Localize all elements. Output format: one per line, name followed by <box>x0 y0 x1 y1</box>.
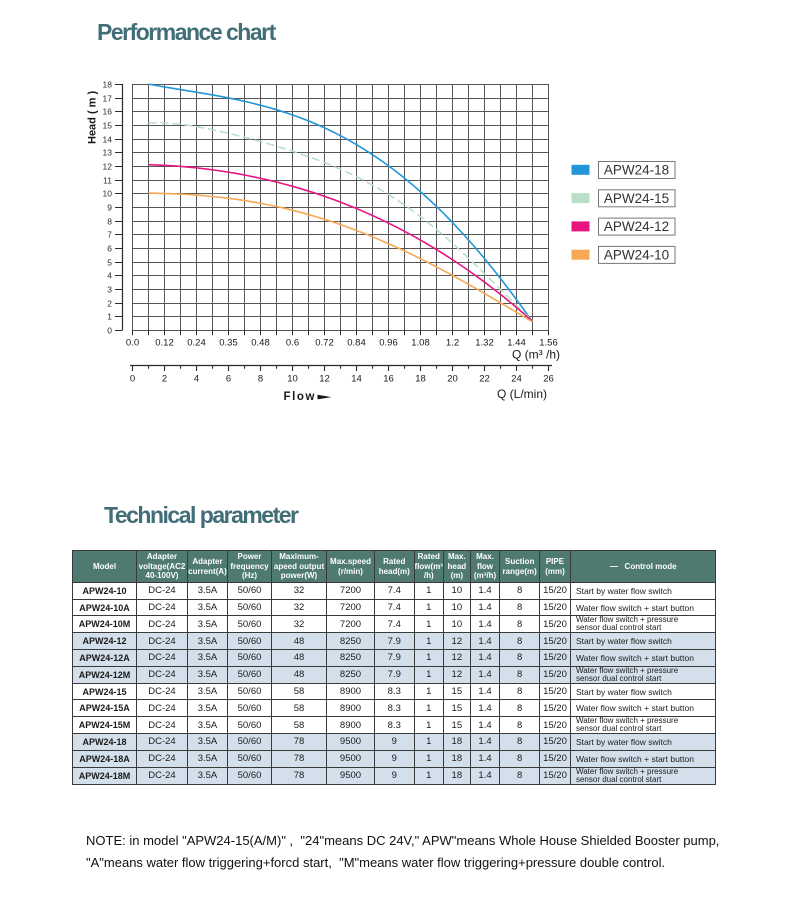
svg-text:20: 20 <box>447 374 458 385</box>
svg-text:17: 17 <box>103 94 113 104</box>
svg-text:0.96: 0.96 <box>379 338 398 349</box>
svg-text:2: 2 <box>162 374 167 385</box>
svg-text:15: 15 <box>103 121 113 131</box>
svg-text:0.6: 0.6 <box>286 338 299 349</box>
svg-text:18: 18 <box>415 374 426 385</box>
svg-text:0.12: 0.12 <box>155 338 174 349</box>
svg-text:24: 24 <box>511 374 522 385</box>
svg-text:3: 3 <box>107 285 112 295</box>
svg-text:0.35: 0.35 <box>219 338 238 349</box>
svg-text:18: 18 <box>103 80 113 90</box>
svg-text:12: 12 <box>103 162 113 172</box>
svg-text:8: 8 <box>107 217 112 227</box>
svg-text:8: 8 <box>258 374 263 385</box>
svg-text:0: 0 <box>130 374 135 385</box>
svg-text:0.0: 0.0 <box>126 338 139 349</box>
svg-text:6: 6 <box>107 244 112 254</box>
svg-text:4: 4 <box>194 374 199 385</box>
svg-text:1: 1 <box>107 312 112 322</box>
svg-text:14: 14 <box>103 135 113 145</box>
svg-text:2: 2 <box>107 299 112 309</box>
svg-text:APW24-12: APW24-12 <box>604 219 669 234</box>
svg-text:1.56: 1.56 <box>539 338 558 349</box>
svg-text:7: 7 <box>107 230 112 240</box>
svg-text:Q (L/min): Q (L/min) <box>497 387 547 401</box>
svg-text:0.48: 0.48 <box>251 338 270 349</box>
svg-text:5: 5 <box>107 258 112 268</box>
svg-text:16: 16 <box>103 107 113 117</box>
svg-text:12: 12 <box>319 374 330 385</box>
svg-text:0: 0 <box>107 326 112 336</box>
svg-text:0.72: 0.72 <box>315 338 334 349</box>
svg-text:26: 26 <box>543 374 554 385</box>
svg-text:13: 13 <box>103 148 113 158</box>
svg-text:Head ( m ): Head ( m ) <box>87 90 99 144</box>
svg-text:10: 10 <box>103 189 113 199</box>
svg-text:22: 22 <box>479 374 490 385</box>
svg-text:4: 4 <box>107 271 112 281</box>
svg-text:Flow: Flow <box>284 391 317 403</box>
svg-text:APW24-10: APW24-10 <box>604 247 669 262</box>
svg-text:1.2: 1.2 <box>446 338 459 349</box>
svg-text:1.44: 1.44 <box>507 338 526 349</box>
svg-text:1.32: 1.32 <box>475 338 494 349</box>
svg-text:16: 16 <box>383 374 394 385</box>
svg-text:Q (m³ /h): Q (m³ /h) <box>512 348 560 362</box>
svg-text:14: 14 <box>351 374 362 385</box>
svg-text:6: 6 <box>226 374 231 385</box>
svg-text:APW24-18: APW24-18 <box>604 163 669 178</box>
svg-text:9: 9 <box>107 203 112 213</box>
svg-text:APW24-15: APW24-15 <box>604 191 669 206</box>
svg-text:0.24: 0.24 <box>187 338 206 349</box>
svg-text:10: 10 <box>287 374 298 385</box>
svg-text:11: 11 <box>103 176 112 186</box>
svg-text:0.84: 0.84 <box>347 338 366 349</box>
svg-text:1.08: 1.08 <box>411 338 430 349</box>
